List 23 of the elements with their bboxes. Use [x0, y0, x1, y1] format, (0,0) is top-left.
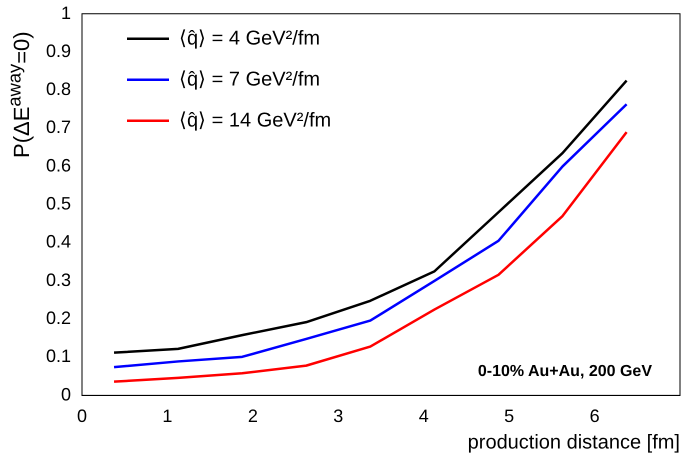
x-tick-label: 4: [418, 406, 429, 426]
y-tick-label: 0.5: [46, 194, 71, 214]
y-tick-label: 0.6: [46, 155, 71, 176]
y-tick-label: 1: [60, 2, 71, 23]
legend-label: ⟨q̂⟩ = 7 GeV²/fm: [179, 68, 320, 90]
x-tick-label: 0: [76, 406, 88, 426]
y-tick-label: 0.9: [46, 40, 71, 61]
y-tick-label: 0: [60, 384, 71, 404]
legend-label: ⟨q̂⟩ = 4 GeV²/fm: [179, 27, 320, 50]
annotation: 0-10% Au+Au, 200 GeV: [478, 362, 652, 380]
x-tick-label: 6: [590, 406, 600, 426]
y-tick-label: 0.3: [46, 270, 71, 290]
y-tick-label: 0.2: [46, 308, 71, 328]
y-tick-label: 0.8: [46, 79, 71, 100]
legend-label: ⟨q̂⟩ = 14 GeV²/fm: [179, 109, 332, 132]
x-axis-title: production distance [fm]: [468, 432, 680, 454]
x-tick-label: 5: [504, 406, 514, 426]
y-tick-label: 0.4: [46, 232, 71, 252]
y-tick-label: 0.7: [46, 117, 71, 138]
x-tick-label: 3: [333, 406, 344, 426]
x-tick-label: 1: [162, 406, 172, 426]
x-tick-label: 2: [248, 406, 258, 426]
y-tick-label: 0.1: [46, 346, 71, 366]
